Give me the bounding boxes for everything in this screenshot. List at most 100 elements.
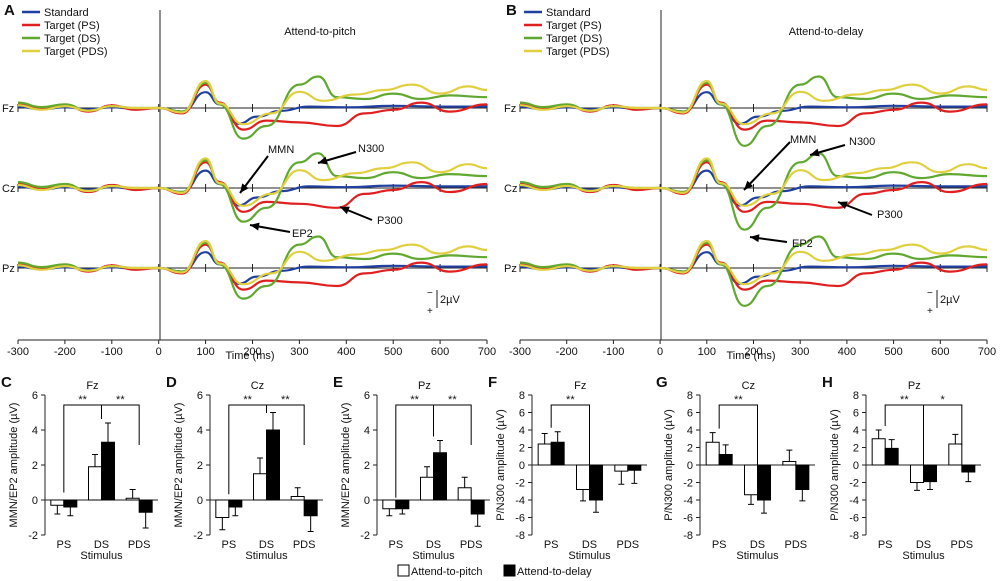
- arrow-head: [744, 180, 754, 190]
- x-axis-label: Stimulus: [902, 550, 945, 562]
- y-axis-label: MMN/EP2 amplitude (µV): [8, 403, 20, 528]
- significance-bracket: [718, 404, 758, 482]
- category-label: PDS: [128, 539, 151, 551]
- bar-attend-to-delay: [961, 464, 976, 473]
- x-tick-label: 500: [384, 346, 402, 358]
- x-tick-label: -200: [556, 346, 578, 358]
- y-tick-label: 2: [519, 443, 525, 455]
- panel-letter-F: F: [488, 374, 497, 391]
- category-label: DS: [582, 539, 597, 551]
- legend-label: Target (PS): [44, 20, 100, 32]
- significance-label: **: [734, 394, 743, 406]
- waveform-standard: [519, 169, 987, 207]
- bar-attend-to-delay: [884, 447, 899, 466]
- x-tick-label: 600: [431, 346, 449, 358]
- legend-label: Attend-to-delay: [517, 566, 592, 578]
- y-tick-label: 4: [32, 425, 38, 437]
- bar-panel-title: Fz: [574, 380, 586, 392]
- y-tick-label: -2: [360, 530, 370, 542]
- bar-attend-to-pitch: [88, 466, 102, 501]
- panel-letter-D: D: [166, 374, 177, 391]
- y-tick-label: 0: [687, 460, 693, 472]
- bar-attend-to-delay: [266, 429, 280, 501]
- x-tick-label: 400: [838, 346, 856, 358]
- x-tick-label: 200: [243, 346, 261, 358]
- y-tick-label: 0: [519, 460, 525, 472]
- y-tick-label: 6: [364, 390, 370, 402]
- bar-attend-to-delay: [470, 499, 485, 515]
- waveform-target-pds-: [519, 79, 988, 126]
- x-tick-label: -300: [509, 346, 531, 358]
- bar-attend-to-pitch: [744, 464, 758, 496]
- bar-panel-title: Cz: [251, 380, 264, 392]
- significance-label: **: [243, 394, 252, 406]
- category-label: PDS: [617, 539, 640, 551]
- arrow-head: [318, 156, 328, 165]
- channel-label: Fz: [2, 103, 14, 115]
- x-axis-label: Time (ms): [225, 350, 274, 362]
- x-tick-label: 100: [196, 346, 214, 358]
- y-tick-label: 8: [853, 390, 859, 402]
- bar-attend-to-pitch: [576, 464, 590, 490]
- bar-attend-to-pitch: [705, 441, 720, 466]
- y-tick-label: 6: [853, 408, 859, 420]
- arrow-head: [838, 201, 848, 209]
- bar-attend-to-delay: [228, 499, 243, 508]
- bar-attend-to-delay: [923, 464, 937, 483]
- x-tick-label: 500: [884, 346, 902, 358]
- channel-label: Cz: [2, 183, 15, 195]
- scale-minus: −: [427, 288, 433, 299]
- y-tick-label: -6: [515, 513, 525, 525]
- y-tick-label: 6: [519, 408, 525, 420]
- y-tick-label: -6: [683, 513, 693, 525]
- y-axis-label: P/N300 amplitude (µV): [829, 409, 841, 521]
- significance-bracket: [101, 404, 140, 445]
- waveform-target-pds-: [519, 239, 988, 286]
- significance-label: **: [566, 394, 575, 406]
- y-tick-label: 4: [687, 425, 693, 437]
- arrow-head: [750, 234, 760, 243]
- x-tick-label: -100: [101, 346, 123, 358]
- y-tick-label: 0: [853, 460, 859, 472]
- category-label: PS: [388, 539, 403, 551]
- bar-attend-to-delay: [433, 452, 447, 501]
- y-tick-label: 8: [687, 390, 693, 402]
- channel-label: Pz: [2, 263, 15, 275]
- waveform-target-pds-: [17, 79, 488, 126]
- significance-label: **: [448, 394, 457, 406]
- bar-attend-to-pitch: [420, 476, 434, 501]
- y-tick-label: -6: [849, 513, 859, 525]
- bar-attend-to-pitch: [382, 499, 397, 510]
- bar-attend-to-delay: [718, 454, 733, 466]
- category-label: PDS: [460, 539, 483, 551]
- y-tick-label: 2: [853, 443, 859, 455]
- channel-label: Fz: [504, 103, 516, 115]
- x-tick-label: 100: [698, 346, 716, 358]
- y-tick-label: 0: [197, 495, 203, 507]
- channel-label: Cz: [504, 183, 517, 195]
- bar-attend-to-pitch: [290, 496, 305, 501]
- annotation-label: P300: [377, 215, 403, 227]
- x-tick-label: 200: [744, 346, 762, 358]
- x-tick-label: 400: [337, 346, 355, 358]
- y-tick-label: 2: [364, 460, 370, 472]
- bar-attend-to-pitch: [215, 499, 230, 518]
- bar-attend-to-pitch: [50, 499, 65, 506]
- category-label: PS: [712, 539, 727, 551]
- x-tick-label: 300: [290, 346, 308, 358]
- annotation-arrow: [743, 141, 791, 191]
- y-tick-label: 2: [687, 443, 693, 455]
- y-tick-label: -2: [515, 478, 525, 490]
- arrow-head: [340, 206, 350, 215]
- category-label: DS: [426, 539, 441, 551]
- bar-attend-to-pitch: [910, 464, 924, 483]
- bar-attend-to-delay: [757, 464, 771, 501]
- waveform-target-pds-: [519, 157, 988, 207]
- bar-attend-to-delay: [550, 441, 565, 466]
- category-label: DS: [916, 539, 931, 551]
- bar-attend-to-delay: [589, 464, 603, 501]
- y-tick-label: 4: [519, 425, 525, 437]
- arrow-head: [240, 183, 249, 193]
- legend-label: Target (PDS): [44, 46, 108, 58]
- bar-attend-to-pitch: [782, 461, 797, 466]
